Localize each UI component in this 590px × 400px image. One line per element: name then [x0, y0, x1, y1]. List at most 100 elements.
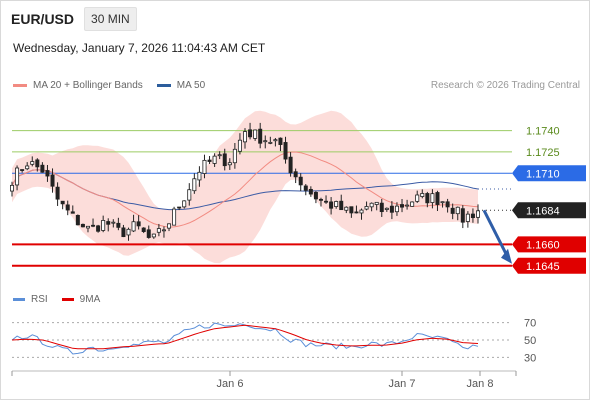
candle-body	[96, 225, 101, 232]
candle-body	[470, 213, 475, 219]
timeframe-button[interactable]: 30 MIN	[84, 7, 137, 31]
level-label-1.1645: 1.1645	[526, 261, 560, 273]
credit-label: Research © 2026 Trading Central	[430, 80, 580, 91]
candle-body	[55, 186, 60, 200]
candle-body	[308, 188, 313, 195]
candle-body	[40, 164, 45, 173]
candle-body	[384, 207, 389, 210]
candle-body	[288, 156, 293, 174]
rsi-line	[11, 322, 479, 355]
candle-body	[435, 192, 440, 205]
level-tag-1.1645	[512, 257, 586, 274]
candle-body	[232, 148, 237, 164]
candle-body	[415, 194, 420, 202]
candle-body	[80, 223, 85, 228]
candle-body	[136, 221, 141, 227]
chart-legend: MA 20 + Bollinger Bands MA 50	[13, 80, 219, 91]
candle-body	[75, 214, 80, 226]
rsi-tick-30: 30	[524, 352, 536, 364]
candle-body	[425, 193, 430, 204]
candle-body	[369, 202, 374, 208]
candle-body	[318, 198, 323, 201]
candle-body	[167, 223, 172, 229]
candle-body	[85, 225, 90, 229]
candle-body	[324, 200, 329, 203]
candle-body	[445, 201, 450, 208]
legend-label-9ma: 9MA	[79, 294, 101, 305]
candle-body	[212, 155, 217, 164]
candle-body	[20, 169, 25, 171]
rsi-legend: RSI 9MA	[13, 294, 114, 305]
candle-body	[263, 140, 268, 143]
candle-body	[227, 162, 232, 166]
chart-header: EUR/USD 30 MIN	[11, 7, 137, 31]
candle-body	[455, 206, 460, 215]
candle-body	[298, 176, 303, 186]
bollinger-band-area	[12, 110, 478, 264]
candle-body	[207, 159, 212, 162]
candle-body	[339, 200, 344, 211]
candle-body	[106, 221, 111, 225]
candle-body	[197, 171, 202, 181]
candle-body	[334, 201, 339, 207]
level-label-1.1710: 1.1710	[526, 168, 560, 180]
candle-body	[364, 206, 369, 210]
legend-item-ma50: MA 50	[156, 80, 206, 91]
candle-body	[450, 207, 455, 214]
candle-body	[313, 192, 318, 200]
legend-swatch-ma20	[13, 84, 27, 87]
x-tick-label-Jan-8: Jan 8	[467, 378, 494, 390]
candle-body	[131, 221, 136, 232]
forecast-arrow-head	[501, 248, 512, 264]
candle-body	[70, 211, 75, 214]
level-label-1.1740: 1.1740	[526, 126, 560, 138]
candle-body	[237, 139, 242, 152]
candle-body	[329, 201, 334, 209]
candle-body	[156, 228, 161, 233]
candle-body	[146, 229, 151, 238]
level-tag-1.1660	[512, 236, 586, 253]
candle-body	[400, 204, 405, 208]
candle-body	[111, 221, 116, 224]
candle-body	[50, 174, 55, 187]
candle-body	[126, 228, 131, 236]
datetime-label: Wednesday, January 7, 2026 11:04:43 AM C…	[13, 41, 266, 55]
level-tag-1.1710	[512, 165, 586, 182]
candle-body	[258, 128, 263, 144]
x-tick-label-Jan-7: Jan 7	[389, 378, 416, 390]
level-label-1.1725: 1.1725	[526, 147, 560, 159]
candle-body	[141, 227, 146, 232]
candle-body	[202, 159, 207, 174]
candle-body	[151, 233, 156, 238]
candle-body	[273, 139, 278, 142]
legend-swatch-ma50	[156, 84, 171, 87]
legend-swatch-rsi	[13, 298, 25, 301]
candle-body	[379, 202, 384, 213]
candle-body	[187, 189, 192, 201]
legend-label-ma50: MA 50	[176, 80, 206, 91]
legend-label-rsi: RSI	[31, 294, 48, 305]
symbol-label: EUR/USD	[11, 11, 75, 27]
legend-item-rsi: RSI	[13, 294, 48, 305]
level-label-1.1660: 1.1660	[526, 239, 560, 251]
candle-body	[475, 210, 480, 218]
candle-body	[303, 185, 308, 191]
candle-body	[121, 227, 126, 238]
candle-body	[268, 141, 273, 144]
candle-body	[278, 137, 283, 145]
candle-body	[248, 129, 253, 138]
legend-swatch-9ma	[61, 298, 74, 301]
candle-body	[460, 208, 465, 223]
candle-body	[172, 208, 177, 226]
candle-body	[430, 193, 435, 203]
rsi-9ma-line	[11, 324, 479, 350]
candle-body	[35, 159, 40, 168]
candle-body	[242, 131, 247, 143]
rsi-tick-50: 50	[524, 335, 536, 347]
candle-body	[344, 206, 349, 211]
level-label-1.1684: 1.1684	[526, 205, 560, 217]
candle-body	[410, 201, 415, 207]
candle-body	[65, 204, 70, 211]
candle-body	[182, 200, 187, 208]
candle-body	[374, 201, 379, 205]
